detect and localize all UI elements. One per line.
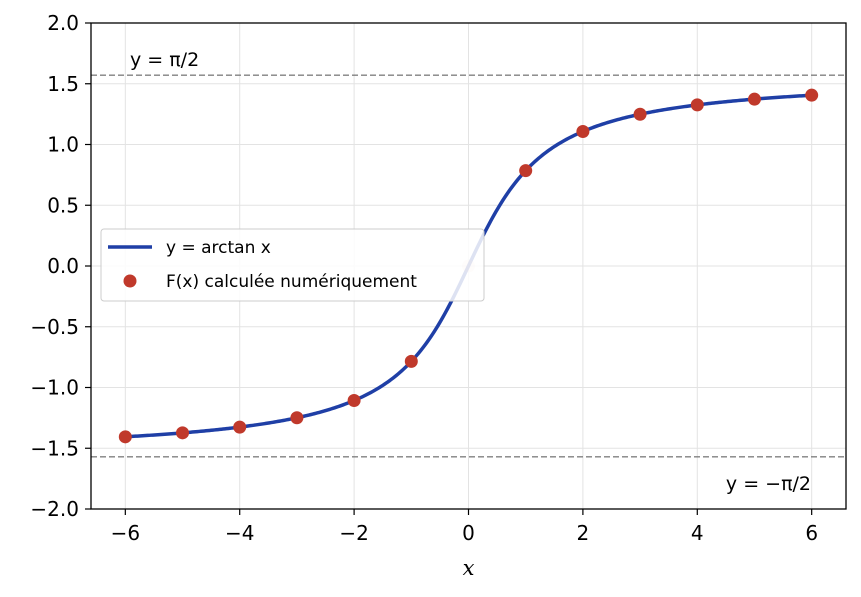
data-point	[805, 88, 819, 102]
data-point	[404, 354, 418, 368]
x-tick-label: −2	[339, 521, 368, 545]
data-point	[290, 411, 304, 425]
x-tick-label: 0	[462, 521, 475, 545]
legend-box	[100, 228, 485, 302]
x-tick-label: 6	[805, 521, 818, 545]
data-point	[633, 107, 647, 121]
data-point	[233, 420, 247, 434]
data-point	[118, 430, 132, 444]
x-tick-label: −4	[225, 521, 254, 545]
annotation-pi-over-2: y = π/2	[130, 49, 199, 71]
x-axis-label: x	[463, 556, 475, 580]
legend-label-numerical: F(x) calculée numériquement	[166, 272, 417, 292]
legend-swatch-dot	[123, 274, 137, 288]
x-tick-label: −6	[111, 521, 140, 545]
data-point	[519, 164, 533, 178]
y-tick-label: −1.0	[30, 376, 79, 400]
x-tick-label: 2	[577, 521, 590, 545]
ticks: −6 −4 −2 0 2 4 6 −2.0 −1.5 −1.0 −0.5 0.0 0.5 1.0 1.5 2.…	[30, 11, 818, 545]
annotation-minus-pi-over-2: y = −π/2	[726, 473, 811, 495]
y-tick-label: −2.0	[30, 497, 79, 521]
y-tick-label: −1.5	[30, 436, 79, 460]
y-tick-label: 0.0	[47, 254, 79, 278]
y-tick-label: 2.0	[47, 11, 79, 35]
data-point	[690, 98, 704, 112]
data-point	[747, 92, 761, 106]
legend: y = arctan x F(x) calculée numériquement	[100, 228, 485, 302]
y-tick-label: 1.0	[47, 133, 79, 157]
legend-label-arctan: y = arctan x	[166, 238, 271, 258]
data-point	[176, 426, 190, 440]
y-tick-label: 1.5	[47, 72, 79, 96]
data-point	[576, 124, 590, 138]
y-tick-label: 0.5	[47, 193, 79, 217]
x-tick-label: 4	[691, 521, 704, 545]
data-point	[347, 394, 361, 408]
y-tick-label: −0.5	[30, 315, 79, 339]
